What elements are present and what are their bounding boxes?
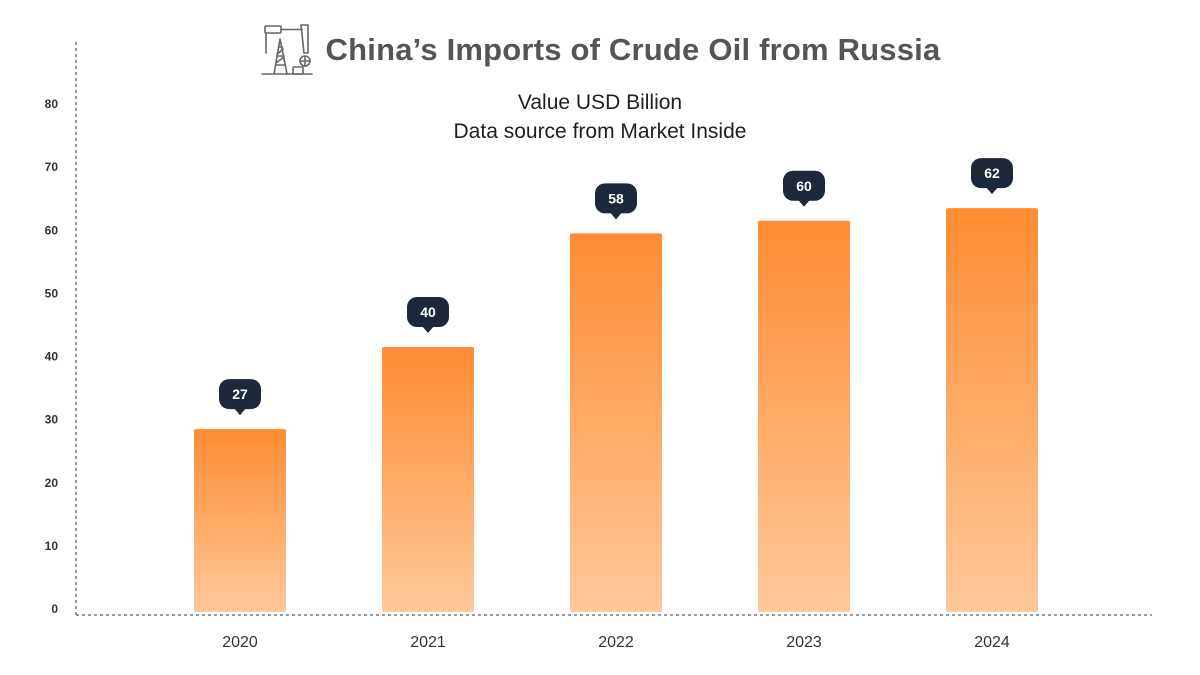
data-label-bubble (219, 379, 261, 410)
data-label-text: 58 (608, 190, 624, 206)
x-tick-label: 2024 (974, 634, 1010, 651)
y-tick-label: 40 (45, 350, 59, 364)
data-label: 62 (971, 158, 1013, 195)
data-label: 60 (783, 170, 825, 207)
data-label-text: 62 (984, 165, 1000, 181)
data-label-bubble (783, 170, 825, 201)
bar-2022 (570, 233, 662, 612)
y-tick-label: 70 (45, 160, 59, 174)
y-tick-label: 10 (45, 539, 59, 553)
bar-2020 (194, 429, 286, 612)
y-tick-label: 30 (45, 413, 59, 427)
data-label-text: 27 (232, 386, 248, 402)
y-tick-label: 60 (45, 223, 59, 237)
x-tick-label: 2020 (222, 634, 258, 651)
x-tick-label: 2021 (410, 634, 446, 651)
x-tick-label: 2022 (598, 634, 634, 651)
x-tick-label: 2023 (786, 634, 822, 651)
data-label-pointer (422, 326, 434, 333)
chart-subtitle-value: Value USD Billion (517, 91, 683, 114)
data-label-pointer (798, 199, 810, 207)
oil-pump-icon (260, 24, 313, 75)
title-row: China’s Imports of Crude Oil from Russia (0, 22, 1200, 78)
data-label-bubble (595, 183, 637, 214)
data-label-pointer (234, 408, 246, 416)
y-tick-label: 80 (45, 97, 59, 111)
chart-title: China’s Imports of Crude Oil from Russia (325, 32, 941, 67)
data-label-text: 60 (796, 178, 812, 194)
data-label-bubble (971, 158, 1013, 189)
y-tick-label: 50 (45, 286, 59, 300)
data-label-pointer (610, 212, 622, 220)
y-tick-label: 0 (51, 602, 58, 616)
bar-2024 (946, 208, 1038, 612)
data-label: 40 (407, 297, 449, 333)
data-label: 58 (595, 183, 637, 220)
bar-2023 (758, 220, 850, 612)
chart-subtitle-source: Data source from Market Inside (453, 120, 747, 143)
data-label: 27 (219, 379, 261, 416)
data-label-text: 40 (420, 304, 436, 320)
bar-2021 (382, 347, 474, 612)
y-tick-label: 20 (45, 476, 59, 490)
data-label-bubble (407, 297, 449, 327)
data-label-pointer (986, 187, 998, 195)
